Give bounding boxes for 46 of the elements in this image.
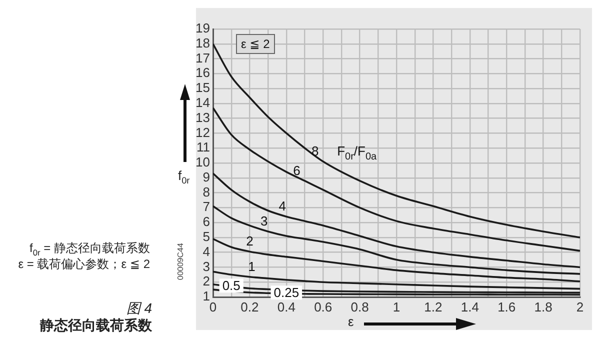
- y-tick-label: 15: [196, 80, 210, 96]
- y-tick-label: 2: [202, 274, 210, 289]
- x-tick-label: 0: [209, 299, 217, 314]
- line-series: [213, 238, 580, 282]
- y-tick-label: 16: [196, 65, 210, 80]
- x-tick-label: 1.8: [534, 299, 552, 314]
- x-tick-label: 1.2: [424, 299, 442, 314]
- y-tick-label: 6: [202, 214, 210, 230]
- series-label: 2: [246, 234, 254, 249]
- x-tick-label: 2: [576, 299, 584, 314]
- y-tick-label: 3: [202, 258, 210, 274]
- y-tick-label: 1: [202, 288, 210, 304]
- line-series: [213, 107, 580, 252]
- x-tick-label: 1.4: [460, 299, 479, 314]
- y-tick-label: 9: [202, 169, 210, 184]
- x-tick-label: 0.2: [240, 299, 259, 314]
- x-tick-label: 0.6: [314, 299, 332, 314]
- y-tick-label: 18: [196, 35, 210, 50]
- text: f$_{0r}$ = 静态径向载荷系数: [30, 240, 150, 258]
- x-tick-label: 0.4: [277, 299, 296, 314]
- y-axis-title: f$_{0r}$: [178, 168, 190, 186]
- y-tick-label: 19: [196, 20, 210, 36]
- series-label: 1: [248, 258, 256, 274]
- text: ε = 载荷偏心参数；ε ≦ 2: [18, 256, 150, 273]
- x-axis-title: ε: [348, 314, 354, 329]
- x-tick-label: 1.6: [498, 299, 516, 314]
- x-tick-label: 0.8: [350, 299, 369, 314]
- text: 静态径向载荷系数: [40, 317, 152, 335]
- annotation: ε ≦ 2: [236, 34, 275, 54]
- y-tick-label: 8: [202, 184, 210, 200]
- y-tick-label: 10: [196, 154, 210, 170]
- series-label: 6: [293, 162, 300, 178]
- series-label: 3: [260, 214, 268, 229]
- text: 00009C44: [176, 243, 185, 280]
- y-tick-label: 5: [202, 229, 210, 244]
- y-tick-label: 17: [196, 50, 210, 66]
- x-tick-label: 1: [392, 299, 400, 314]
- y-tick-label: 14: [196, 95, 210, 110]
- y-tick-label: 7: [202, 199, 210, 214]
- y-tick-label: 4: [202, 244, 210, 259]
- y-tick-label: 13: [196, 110, 210, 125]
- series-label: 8: [311, 144, 319, 159]
- y-tick-label: 12: [196, 124, 210, 140]
- text: 图 4: [126, 300, 152, 318]
- y-tick-label: 11: [196, 140, 210, 155]
- series-label: 4: [278, 198, 286, 214]
